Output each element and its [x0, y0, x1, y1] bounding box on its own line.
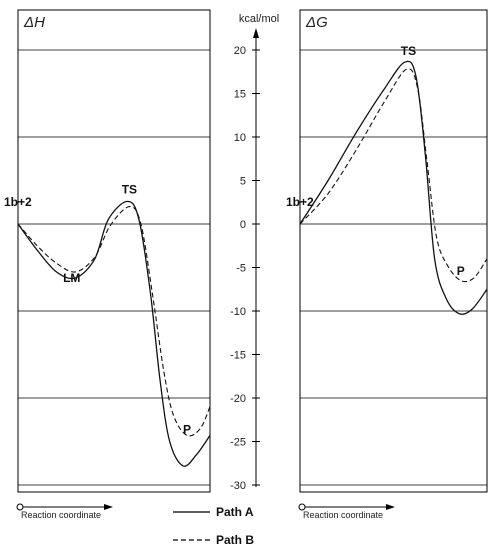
y-axis-arrowhead	[253, 28, 259, 38]
y-axis-tick-label: -30	[230, 480, 246, 492]
left-label-1b2: 1b+2	[4, 195, 32, 209]
legend-label-path-b: Path B	[216, 533, 254, 547]
left-xaxis-arrowhead	[104, 504, 113, 510]
y-axis-tick-label: -10	[230, 306, 246, 318]
y-axis-tick-label: 20	[234, 45, 246, 57]
left-series-path-b-line	[17, 206, 211, 437]
right-label-1b2: 1b+2	[286, 195, 314, 209]
left-panel-title: ΔH	[23, 14, 45, 31]
left-label-ts: TS	[122, 182, 137, 196]
y-axis-tick-label: -20	[230, 393, 246, 405]
right-label-ts: TS	[401, 44, 416, 58]
y-axis-tick-label: -25	[230, 437, 246, 449]
y-axis-tick-label: 0	[240, 219, 246, 231]
right-series-path-b-line	[299, 68, 488, 283]
right-xaxis-arrowhead	[386, 504, 395, 510]
left-series-path-a-line	[17, 200, 211, 467]
y-axis-tick-label: -5	[236, 263, 246, 275]
left-xaxis-label: Reaction coordinate	[21, 510, 101, 520]
right-panel-title: ΔG	[305, 14, 328, 31]
y-axis-tick-label: 10	[234, 132, 246, 144]
left-panel-frame	[17, 9, 211, 493]
right-xaxis-label: Reaction coordinate	[303, 510, 383, 520]
y-axis-tick-label: 15	[234, 89, 246, 101]
y-axis-tick-label: 5	[240, 176, 246, 188]
y-axis-unit: kcal/mol	[239, 13, 279, 25]
right-panel-frame	[299, 9, 488, 493]
left-label-lm: LM	[63, 271, 80, 285]
y-axis-tick-label: -15	[230, 350, 246, 362]
right-label-p: P	[457, 264, 465, 278]
left-label-p: P	[183, 422, 191, 436]
legend-label-path-a: Path A	[216, 505, 254, 519]
